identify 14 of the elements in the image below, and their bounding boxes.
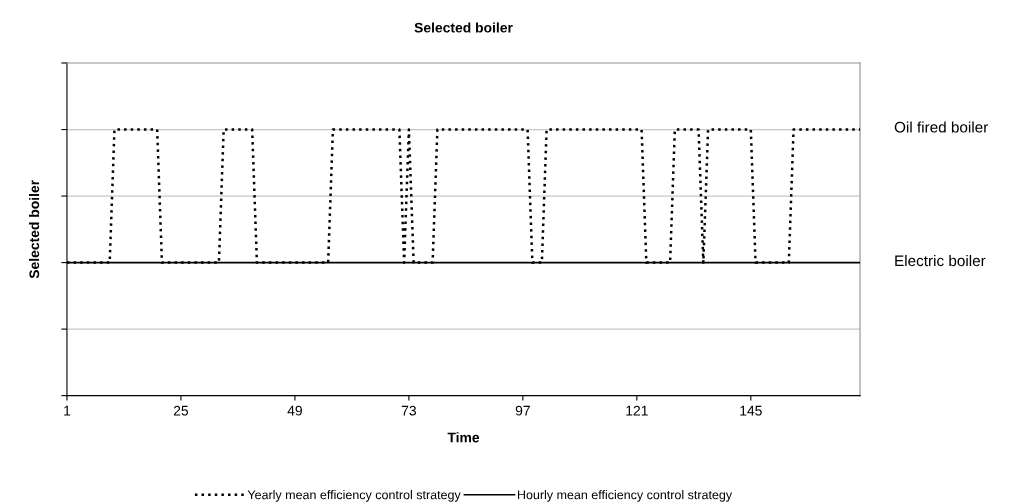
y-axis-title: Selected boiler [29,180,40,279]
x-tick-label: 121 [626,405,648,416]
x-tick-label: 1 [64,405,71,416]
x-tick-label: 73 [401,405,416,416]
x-tick-label: 49 [287,405,302,416]
x-tick-label: 97 [515,405,530,416]
x-axis-title: Time [447,432,480,443]
chart-title: Selected boiler [414,22,513,33]
legend-label: Yearly mean efficiency control strategy [247,490,461,502]
x-tick-label: 25 [173,405,189,416]
text: Electric boiler [895,254,986,267]
legend-label: Hourly mean efficiency control strategy [517,490,733,502]
x-tick-label: 145 [740,405,762,416]
text: Oil fired boiler [894,121,989,133]
